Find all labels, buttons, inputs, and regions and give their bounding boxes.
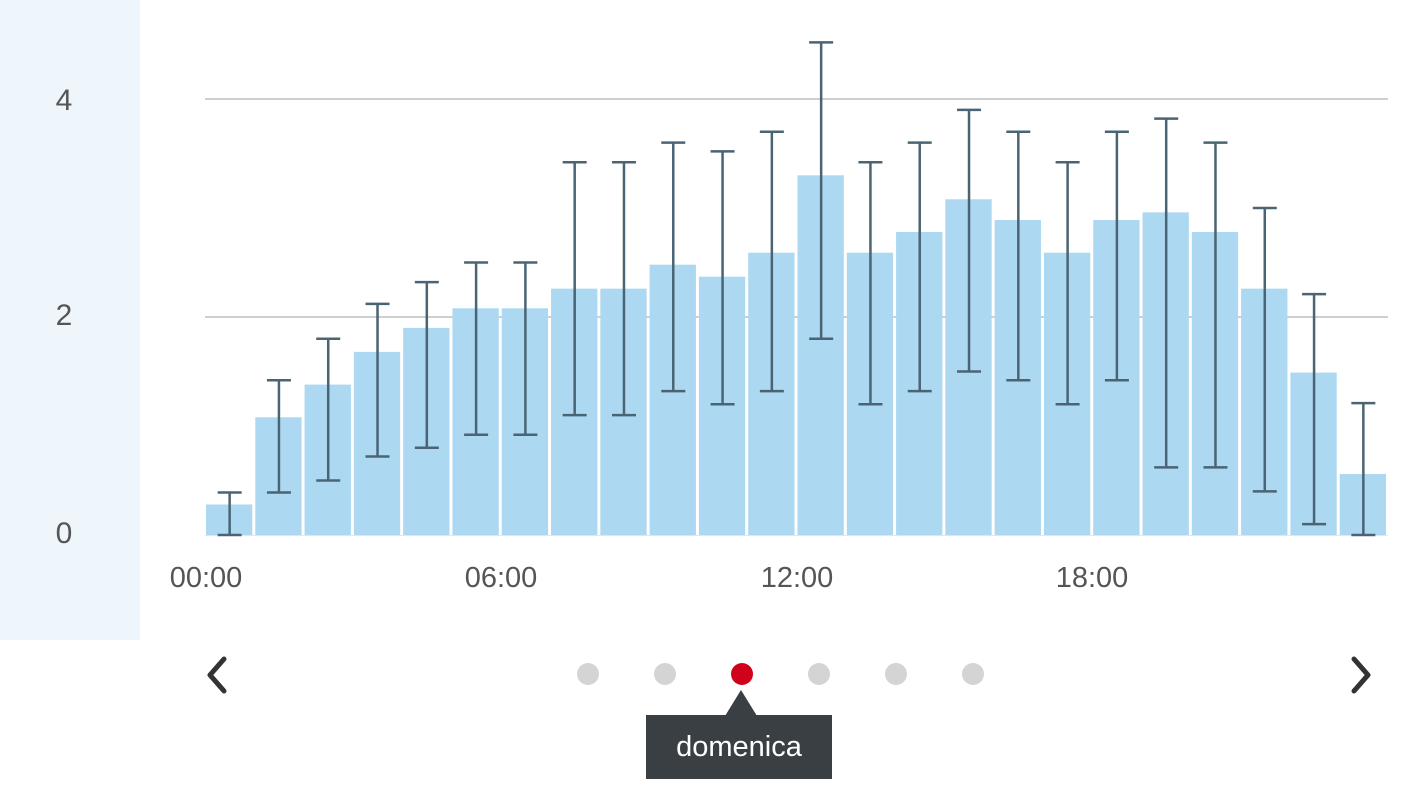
carousel-dot[interactable] (885, 663, 907, 685)
day-tooltip: domenica (646, 715, 832, 779)
error-bar (809, 41, 834, 341)
y-tick-label: 4 (55, 84, 73, 117)
x-tick-label: 18:00 (1055, 562, 1129, 594)
y-axis-panel: 4 2 0 (0, 0, 140, 640)
error-bar (1302, 292, 1327, 526)
error-bar (266, 378, 291, 494)
error-bar (1154, 117, 1179, 469)
error-bar (1351, 401, 1376, 537)
tooltip-arrow (725, 690, 757, 716)
carousel-dot[interactable] (808, 663, 830, 685)
previous-button[interactable] (192, 650, 242, 700)
x-tick-label: 06:00 (464, 562, 538, 594)
carousel-dot[interactable] (962, 663, 984, 685)
x-tick-label: 12:00 (760, 562, 834, 594)
carousel-dot[interactable] (577, 663, 599, 685)
error-bar (1252, 206, 1277, 493)
error-bar (316, 337, 341, 482)
error-bar (957, 108, 982, 373)
error-bar (710, 150, 735, 406)
error-bar (907, 141, 932, 393)
carousel-dot[interactable] (654, 663, 676, 685)
error-bar (414, 280, 439, 450)
chevron-right-icon (1351, 656, 1371, 694)
x-tick-label: 00:00 (169, 562, 243, 594)
next-button[interactable] (1336, 650, 1386, 700)
error-bar (661, 141, 686, 393)
error-bar (1104, 130, 1129, 382)
y-tick-label: 2 (55, 299, 73, 332)
error-bar (365, 302, 390, 458)
error-bar (1055, 160, 1080, 406)
error-bar (562, 160, 587, 417)
error-bar (217, 491, 242, 537)
y-tick-label: 0 (55, 517, 73, 550)
carousel-dot-active[interactable] (731, 663, 753, 685)
error-bar (1203, 141, 1228, 469)
error-bar (858, 160, 883, 406)
error-bar (513, 261, 538, 436)
error-bar (1006, 130, 1031, 382)
error-bar (464, 261, 489, 436)
error-bar (759, 130, 784, 393)
error-bar (611, 160, 636, 417)
bar-chart (205, 41, 1388, 537)
chevron-left-icon (207, 656, 227, 694)
